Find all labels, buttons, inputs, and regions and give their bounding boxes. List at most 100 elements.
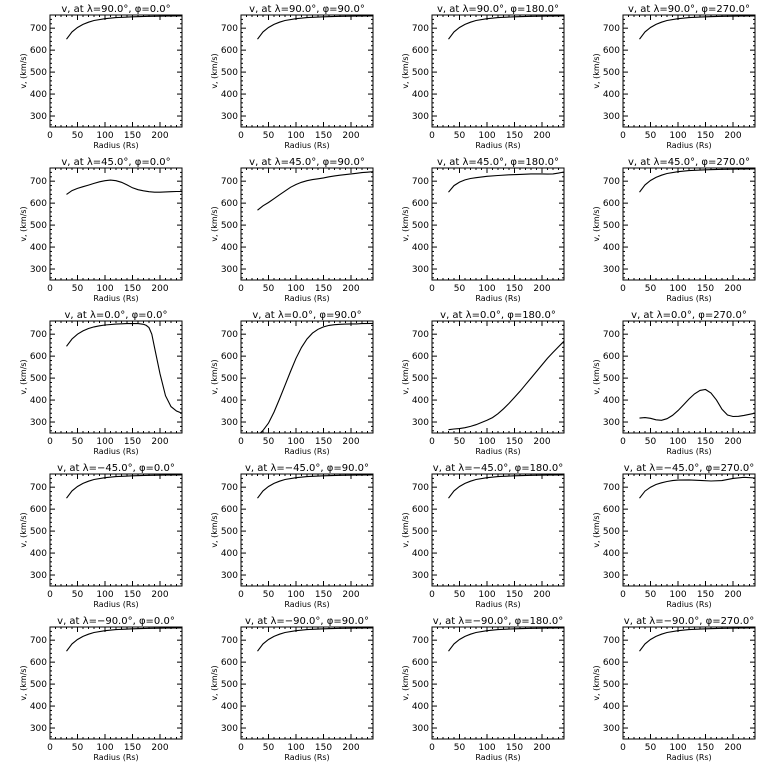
- y-tick-label: 300: [412, 265, 429, 275]
- y-tick-label: 600: [603, 199, 620, 209]
- y-tick-label: 400: [221, 243, 238, 253]
- y-axis-label: v, (km/s): [401, 206, 410, 241]
- y-tick-label: 600: [30, 505, 47, 515]
- y-tick-label: 600: [412, 352, 429, 362]
- y-axis-label: v, (km/s): [401, 665, 410, 700]
- series-line-1: [448, 340, 564, 431]
- y-axis-label: v, (km/s): [592, 512, 601, 547]
- y-tick-label: 400: [412, 396, 429, 406]
- y-tick-label: 500: [412, 221, 429, 231]
- y-tick-label: 300: [221, 571, 238, 581]
- x-tick-label: 100: [669, 743, 686, 753]
- panel-title: v, at λ=−45.0°, φ=180.0°: [433, 463, 563, 474]
- y-tick-label: 500: [603, 221, 620, 231]
- x-tick-label: 100: [96, 743, 113, 753]
- series-line-1: [66, 474, 182, 499]
- y-tick-label: 700: [603, 636, 620, 646]
- y-tick-label: 500: [30, 680, 47, 690]
- x-tick-label: 100: [669, 284, 686, 294]
- x-tick-label: 0: [620, 743, 626, 753]
- panel-17: v, at λ=−90.0°, φ=0.0° 0 50 100 150 200 300 400…: [19, 616, 183, 762]
- x-tick-label: 50: [645, 590, 657, 600]
- panel-title: v, at λ=45.0°, φ=0.0°: [61, 157, 170, 168]
- y-tick-label: 300: [412, 571, 429, 581]
- x-tick-label: 100: [287, 590, 304, 600]
- x-tick-label: 0: [238, 590, 244, 600]
- y-tick-label: 500: [603, 374, 620, 384]
- x-tick-label: 0: [429, 743, 435, 753]
- y-tick-label: 400: [221, 396, 238, 406]
- y-axis-label: v, (km/s): [210, 206, 219, 241]
- x-tick-label: 200: [151, 743, 168, 753]
- panel-10: v, at λ=0.0°, φ=90.0° 0 50 100 150 200 300 400 5…: [210, 310, 374, 456]
- x-tick-label: 0: [238, 743, 244, 753]
- y-axis-label: v, (km/s): [210, 665, 219, 700]
- y-tick-label: 600: [603, 352, 620, 362]
- y-tick-label: 400: [603, 90, 620, 100]
- x-tick-label: 50: [645, 284, 657, 294]
- y-tick-label: 300: [30, 112, 47, 122]
- x-tick-label: 150: [506, 131, 523, 141]
- y-tick-label: 500: [30, 221, 47, 231]
- plot-frame: [240, 167, 374, 281]
- x-tick-label: 0: [620, 437, 626, 447]
- plot-frame: [622, 167, 756, 281]
- y-tick-label: 400: [412, 549, 429, 559]
- panel-14: v, at λ=−45.0°, φ=90.0° 0 50 100 150 200 300 40…: [210, 463, 374, 609]
- y-tick-label: 700: [603, 24, 620, 34]
- y-tick-label: 700: [30, 24, 47, 34]
- x-tick-label: 150: [697, 284, 714, 294]
- series-line-1: [257, 171, 373, 211]
- x-tick-label: 50: [454, 590, 466, 600]
- panel-title: v, at λ=90.0°, φ=0.0°: [61, 4, 170, 15]
- series-line-1: [639, 168, 755, 193]
- y-axis-label: v, (km/s): [592, 665, 601, 700]
- x-tick-label: 150: [506, 437, 523, 447]
- panel-title: v, at λ=−45.0°, φ=270.0°: [624, 463, 754, 474]
- panel-8: v, at λ=45.0°, φ=270.0° 0 50 100 150 200 300 40…: [592, 157, 756, 303]
- y-tick-label: 400: [30, 396, 47, 406]
- panel-title: v, at λ=−45.0°, φ=90.0°: [245, 463, 369, 474]
- y-axis-label: v, (km/s): [592, 359, 601, 394]
- y-tick-label: 300: [603, 571, 620, 581]
- x-axis-label: Radius (Rs): [93, 447, 138, 456]
- x-tick-label: 100: [287, 437, 304, 447]
- x-tick-label: 50: [72, 590, 84, 600]
- x-tick-label: 0: [620, 131, 626, 141]
- y-tick-label: 600: [221, 505, 238, 515]
- x-tick-label: 100: [478, 284, 495, 294]
- series-line-1: [448, 627, 564, 652]
- x-tick-label: 200: [342, 131, 359, 141]
- y-tick-label: 700: [412, 483, 429, 493]
- x-tick-label: 100: [478, 743, 495, 753]
- y-tick-label: 700: [412, 330, 429, 340]
- x-axis-label: Radius (Rs): [666, 753, 711, 762]
- x-tick-label: 0: [47, 437, 53, 447]
- x-tick-label: 150: [124, 590, 141, 600]
- y-tick-label: 500: [30, 68, 47, 78]
- series-line-1: [257, 15, 373, 40]
- plot-frame: [49, 626, 183, 740]
- x-axis-label: Radius (Rs): [284, 600, 329, 609]
- x-tick-label: 200: [342, 437, 359, 447]
- x-tick-label: 50: [263, 284, 275, 294]
- x-tick-label: 0: [47, 743, 53, 753]
- y-tick-label: 700: [412, 24, 429, 34]
- x-axis-label: Radius (Rs): [666, 141, 711, 150]
- series-line-1: [259, 322, 373, 433]
- y-tick-label: 600: [603, 46, 620, 56]
- y-tick-label: 400: [221, 549, 238, 559]
- y-tick-label: 400: [221, 702, 238, 712]
- y-tick-label: 700: [603, 330, 620, 340]
- x-axis-label: Radius (Rs): [475, 447, 520, 456]
- y-tick-label: 700: [412, 177, 429, 187]
- y-tick-label: 300: [221, 724, 238, 734]
- panel-11: v, at λ=0.0°, φ=180.0° 0 50 100 150 200 300 400…: [401, 310, 565, 456]
- series-line-1: [66, 15, 182, 40]
- y-tick-label: 600: [221, 352, 238, 362]
- y-tick-label: 400: [603, 243, 620, 253]
- y-tick-label: 500: [412, 68, 429, 78]
- y-tick-label: 400: [412, 90, 429, 100]
- y-tick-label: 500: [221, 374, 238, 384]
